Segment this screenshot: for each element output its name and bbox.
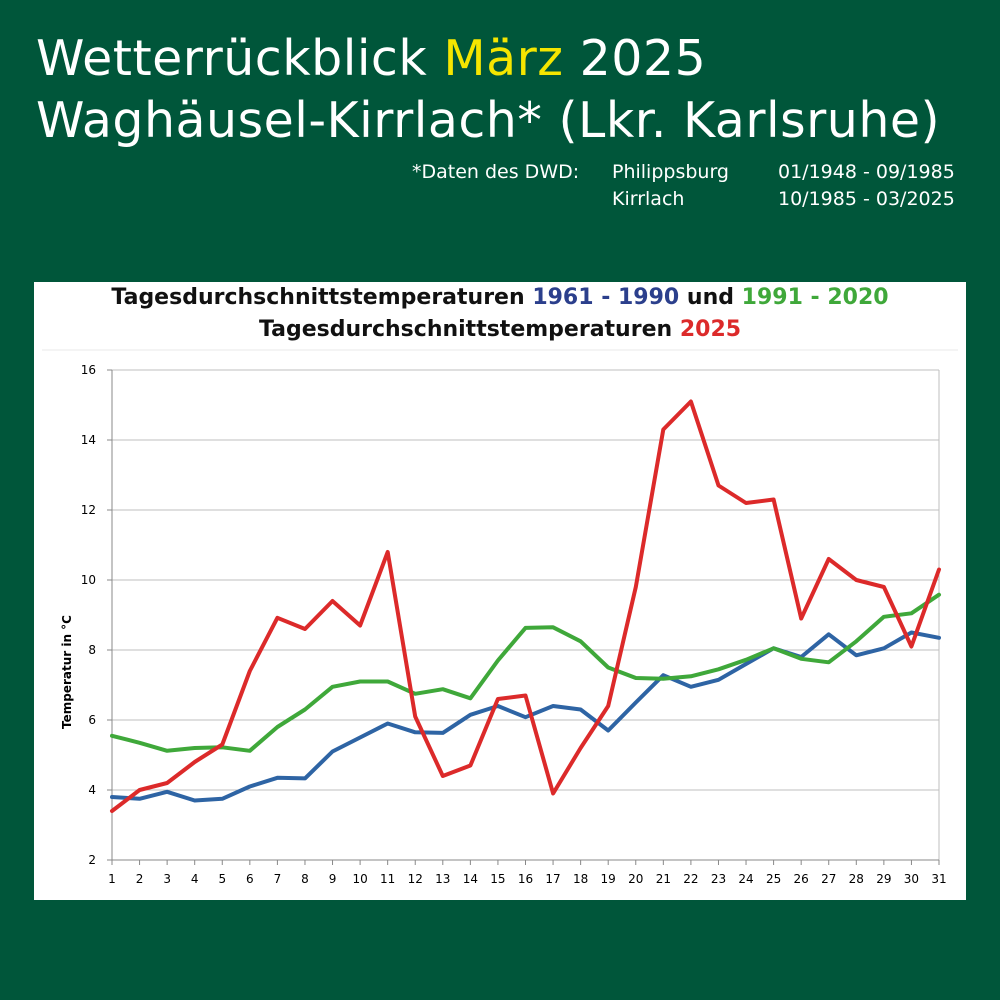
- chart-title-prefix-2: Tagesdurchschnittstemperaturen: [258, 317, 673, 342]
- grid-lines: [112, 369, 940, 861]
- y-tick-label: 2: [88, 853, 96, 867]
- station-name-2: Kirrlach: [612, 188, 685, 210]
- x-tick-label: 28: [849, 872, 864, 886]
- chart-card: Tagesdurchschnittstemperaturen 1961 - 19…: [34, 282, 966, 900]
- page-subtitle: Waghäusel-Kirrlach* (Lkr. Karlsruhe): [36, 92, 941, 149]
- x-tick-label: 24: [738, 872, 753, 886]
- x-tick-label: 1: [108, 872, 116, 886]
- x-tick-label: 14: [463, 872, 478, 886]
- x-tick-label: 19: [601, 872, 616, 886]
- series-layer: [110, 399, 941, 813]
- x-tick-label: 7: [274, 872, 282, 886]
- x-tick-label: 12: [408, 872, 423, 886]
- station-period-2: 10/1985 - 03/2025: [778, 188, 955, 210]
- x-tick-label: 21: [656, 872, 671, 886]
- axes: [107, 369, 940, 865]
- chart-title-year-2025: 2025: [679, 317, 742, 342]
- y-tick-label: 12: [81, 503, 96, 517]
- x-tick-label: 8: [301, 872, 309, 886]
- x-tick-labels: 1 2 3 4 5 6 7 8 9 10 11 12 13 14 15 16 17 18 19 20 21 22 23 24 2…: [108, 872, 946, 886]
- x-tick-label: 6: [246, 872, 254, 886]
- x-tick-label: 5: [218, 872, 226, 886]
- y-tick-label: 6: [88, 713, 96, 727]
- page-title: Wetterrückblick März 2025: [36, 30, 706, 87]
- x-tick-label: 9: [329, 872, 337, 886]
- chart-title-range-1991-2020: 1991 - 2020: [741, 285, 889, 310]
- title-year: 2025: [579, 30, 707, 87]
- y-tick-labels: 2 4 6 8 10 12 14 16: [81, 363, 96, 867]
- x-tick-label: 18: [573, 872, 588, 886]
- x-tick-label: 20: [628, 872, 643, 886]
- x-tick-label: 27: [821, 872, 836, 886]
- x-tick-label: 31: [931, 872, 946, 886]
- series-line-1961-1990: [110, 630, 941, 803]
- x-tick-label: 22: [683, 872, 698, 886]
- source-label: *Daten des DWD:: [412, 161, 580, 183]
- x-tick-label: 4: [191, 872, 199, 886]
- chart-title-range-1961-1990: 1961 - 1990: [532, 285, 680, 310]
- x-tick-label: 11: [380, 872, 395, 886]
- series-line-1991-2020: [110, 592, 941, 753]
- y-tick-label: 16: [81, 363, 96, 377]
- chart-title-line-2: Tagesdurchschnittstemperaturen 2025: [34, 317, 966, 342]
- x-tick-label: 17: [545, 872, 560, 886]
- station-name-1: Philippsburg: [612, 161, 729, 183]
- x-tick-label: 3: [163, 872, 171, 886]
- x-tick-label: 26: [794, 872, 809, 886]
- chart-title-prefix-1: Tagesdurchschnittstemperaturen: [111, 285, 525, 310]
- x-tick-label: 10: [352, 872, 367, 886]
- x-tick-label: 25: [766, 872, 781, 886]
- title-month: März: [443, 30, 564, 87]
- chart-title-and: und: [686, 285, 734, 310]
- y-axis-label: Temperatur in °C: [60, 615, 74, 729]
- x-tick-label: 13: [435, 872, 450, 886]
- x-tick-label: 16: [518, 872, 533, 886]
- title-prefix: Wetterrückblick: [36, 30, 428, 87]
- y-tick-label: 8: [88, 643, 96, 657]
- x-tick-label: 30: [904, 872, 919, 886]
- x-tick-label: 2: [136, 872, 144, 886]
- y-tick-label: 14: [81, 433, 96, 447]
- y-tick-label: 4: [88, 783, 96, 797]
- x-tick-label: 29: [876, 872, 891, 886]
- y-tick-label: 10: [81, 573, 96, 587]
- station-period-1: 01/1948 - 09/1985: [778, 161, 955, 183]
- chart-title-line-1: Tagesdurchschnittstemperaturen 1961 - 19…: [34, 285, 966, 310]
- series-line-2025: [110, 399, 941, 813]
- x-tick-label: 15: [490, 872, 505, 886]
- x-tick-label: 23: [711, 872, 726, 886]
